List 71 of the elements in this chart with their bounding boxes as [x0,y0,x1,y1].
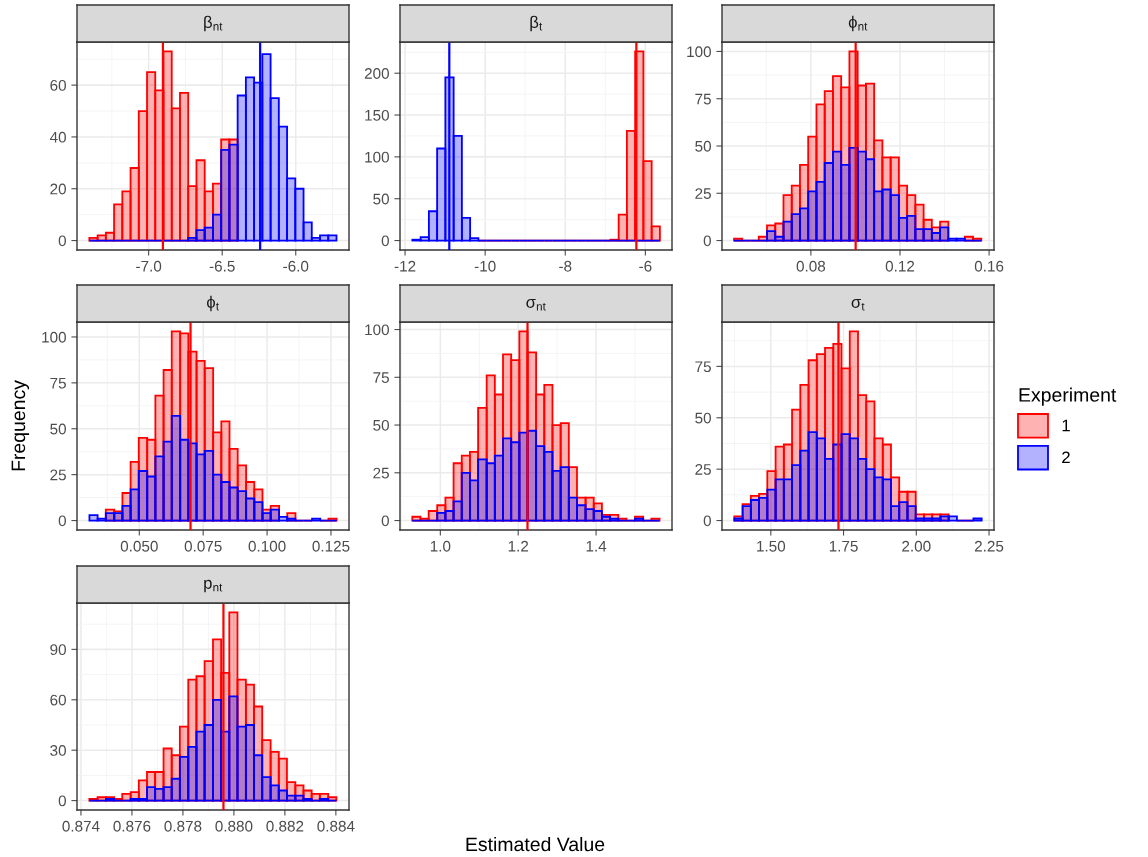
x-tick-label: -10 [474,260,496,272]
x-tick-label: 2.00 [902,540,931,552]
x-tick-label: 1.2 [508,540,529,552]
y-tick-label: 0 [58,515,66,527]
y-tick-label: 20 [50,183,66,195]
y-tick-label: 0 [703,235,711,247]
y-tick-label: 0 [381,235,389,247]
chart-title: p$_{nt}$ [204,579,223,593]
legend-label: 2 [1062,451,1070,464]
y-tick-label: 30 [50,745,66,756]
y-tick-label: 25 [50,469,66,481]
y-tick-label: 60 [50,80,66,91]
x-tick-label: -7.0 [136,260,162,272]
x-tick-label: -6.0 [283,260,309,272]
x-tick-label: -6.5 [209,260,235,272]
y-tick-label: 100 [687,46,711,58]
y-tick-label: 60 [50,694,66,706]
x-tick-label: 0.100 [248,540,286,552]
x-tick-label: 0.884 [317,820,355,832]
x-tick-label: 0.880 [215,820,253,832]
x-tick-label: 0.050 [120,540,158,552]
chart-title: β$_{t}$ [530,15,543,32]
y-tick-label: 50 [50,423,66,435]
y-tick-label: 25 [695,464,711,475]
y-tick-label: 100 [365,151,389,163]
y-tick-label: 50 [373,419,389,431]
y-tick-label: 0 [58,235,66,247]
y-tick-label: 25 [695,188,711,199]
y-tick-label: 0 [381,515,389,527]
y-tick-label: 0 [58,795,66,807]
y-tick-label: 90 [50,644,66,656]
x-tick-label: 0.16 [974,260,1004,272]
y-tick-label: 75 [373,372,389,383]
x-tick-label: 0.878 [164,820,202,832]
y-tick-label: 50 [373,193,389,205]
legend-label: 1 [1062,419,1070,432]
x-tick-label: 0.075 [184,540,222,552]
y-tick-label: 75 [695,361,711,373]
chart-title: σ$_{nt}$ [526,298,546,311]
x-tick-label: 0.12 [885,260,915,272]
y-tick-label: 50 [695,412,711,424]
x-tick-label: 1.0 [430,540,451,552]
y-tick-label: 150 [365,109,389,121]
y-tick-label: 100 [365,324,389,336]
x-tick-label: 1.75 [829,540,858,552]
x-tick-label: 2.25 [974,540,1004,552]
x-tick-label: 0.882 [266,820,304,832]
chart-title: ϕ$_{t}$ [206,295,219,312]
x-tick-label: 0.08 [796,260,826,272]
x-tick-label: -6 [639,260,652,272]
y-tick-label: 50 [695,140,711,152]
chart-title: β$_{nt}$ [204,15,223,32]
x-tick-label: 1.50 [757,540,786,552]
y-tick-label: 75 [50,377,66,389]
x-tick-label: -8 [559,260,572,272]
x-tick-label: 0.876 [113,820,151,832]
y-tick-label: 200 [364,68,389,79]
y-axis-title: Frequency [11,380,30,471]
y-tick-label: 100 [42,331,66,343]
x-tick-label: 0.874 [62,820,100,832]
legend-title: Experiment [1019,387,1117,406]
x-tick-label: 0.125 [312,540,350,552]
y-tick-label: 40 [49,131,66,143]
x-tick-label: -12 [394,260,416,272]
y-tick-label: 75 [695,93,711,105]
x-tick-label: 1.4 [586,540,607,552]
chart-title: ϕ$_{nt}$ [848,15,868,32]
x-axis-title: Estimated Value [466,836,605,852]
chart-title: σ$_{t}$ [851,298,865,311]
y-tick-label: 0 [703,515,711,527]
y-tick-label: 25 [373,467,389,479]
